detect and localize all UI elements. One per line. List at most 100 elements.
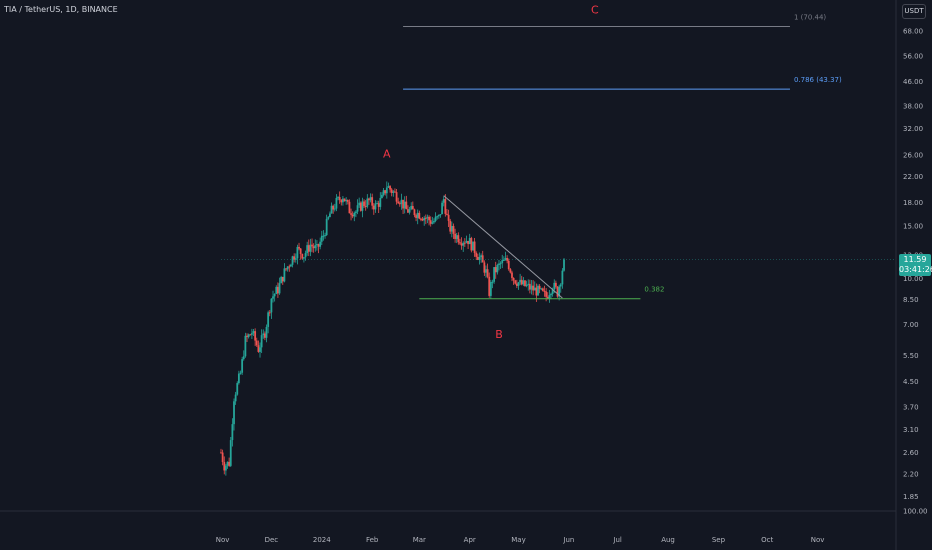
candle-body: [551, 289, 554, 294]
price-tick-label: 8.50: [903, 296, 919, 304]
candle-body: [220, 452, 222, 454]
time-tick-label: Apr: [464, 536, 476, 544]
candle-body: [528, 283, 531, 290]
candle-body: [262, 333, 265, 336]
candle-body: [400, 199, 403, 204]
price-tick-label: 32.00: [903, 125, 923, 133]
candle-body: [415, 215, 417, 218]
candle-body: [316, 244, 318, 246]
wave-label-c: C: [591, 3, 599, 16]
candle-body: [324, 235, 326, 237]
candle-body: [559, 284, 562, 287]
bar-countdown: 03:41:26: [899, 265, 932, 274]
candle-body: [338, 197, 341, 201]
candle-body: [314, 245, 317, 249]
candle-body: [488, 276, 491, 296]
candle-body: [346, 200, 349, 202]
candle-body: [236, 383, 239, 395]
candle-body: [509, 269, 512, 273]
candle-body: [369, 197, 372, 201]
trendline[interactable]: [443, 195, 563, 299]
candle-body: [444, 199, 447, 214]
wave-label-b: B: [495, 328, 503, 341]
candle-body: [319, 241, 322, 247]
candle-body: [402, 199, 404, 209]
candle-body: [478, 257, 481, 260]
candle-body: [355, 211, 357, 213]
time-tick-label: 2024: [313, 536, 331, 544]
time-tick-label: Nov: [216, 536, 230, 544]
candle-body: [286, 266, 289, 270]
candle-body: [501, 260, 504, 264]
candle-body: [233, 401, 235, 425]
candle-body: [311, 244, 313, 247]
price-tick-label: 2.20: [903, 471, 919, 479]
candle-body: [520, 279, 523, 285]
candle-body: [260, 335, 263, 348]
candle-body: [554, 282, 557, 287]
candle-body: [371, 197, 374, 206]
candle-body: [491, 281, 494, 283]
candle-body: [543, 290, 546, 292]
candle-body: [546, 296, 549, 299]
candle-body: [304, 253, 307, 258]
candle-body: [525, 284, 528, 287]
candle-body: [306, 245, 309, 254]
candle-body: [325, 218, 328, 236]
candle-body: [294, 258, 297, 260]
candle-body: [322, 235, 325, 237]
candle-body: [420, 218, 422, 220]
candle-body: [476, 256, 479, 260]
candle-body: [442, 199, 445, 203]
time-tick-label: May: [511, 536, 525, 544]
candle-body: [239, 372, 242, 374]
currency-button[interactable]: USDT: [902, 4, 926, 19]
candle-body: [439, 214, 442, 216]
candle-body: [540, 288, 543, 290]
candle-body: [446, 213, 448, 215]
candle-body: [541, 288, 544, 291]
candle-body: [424, 217, 427, 219]
candle-body: [333, 208, 336, 210]
price-tick-label: 5.50: [903, 352, 919, 360]
candle-body: [299, 248, 302, 254]
time-tick-label: Mar: [413, 536, 426, 544]
candle-body: [522, 280, 525, 285]
candle-body: [433, 220, 435, 223]
candle-body: [538, 285, 541, 289]
candle-body: [472, 241, 474, 251]
candle-body: [463, 242, 466, 244]
candle-body: [515, 283, 518, 286]
candle-body: [345, 200, 348, 202]
candle-body: [351, 214, 354, 217]
candle-body: [361, 201, 364, 211]
candle-body: [561, 270, 564, 285]
price-tick-label: 18.00: [903, 199, 923, 207]
candle-body: [337, 197, 339, 199]
candle-body: [285, 268, 287, 270]
candle-body: [237, 373, 240, 384]
candle-body: [517, 282, 520, 286]
candle-body: [275, 286, 278, 294]
candle-body: [514, 280, 517, 284]
candle-body: [550, 293, 552, 296]
candle-body: [283, 268, 286, 282]
candle-body: [335, 197, 338, 209]
candle-body: [434, 216, 437, 221]
candles-layer: [220, 181, 565, 476]
candle-body: [447, 214, 450, 221]
candle-body: [280, 276, 283, 284]
time-tick-label: Dec: [265, 536, 279, 544]
candle-body: [411, 206, 414, 210]
overlays-layer: 1 (70.44) 0.786 (43.37) 0.382 A B C: [221, 3, 896, 341]
price-tick-label: 46.00: [903, 78, 923, 86]
candle-body: [296, 246, 299, 259]
candle-body: [506, 258, 509, 261]
candle-body: [382, 190, 385, 195]
candle-body: [343, 198, 346, 202]
candle-body: [533, 287, 536, 291]
candle-body: [278, 283, 281, 294]
candle-body: [481, 255, 484, 263]
candle-body: [392, 191, 395, 193]
